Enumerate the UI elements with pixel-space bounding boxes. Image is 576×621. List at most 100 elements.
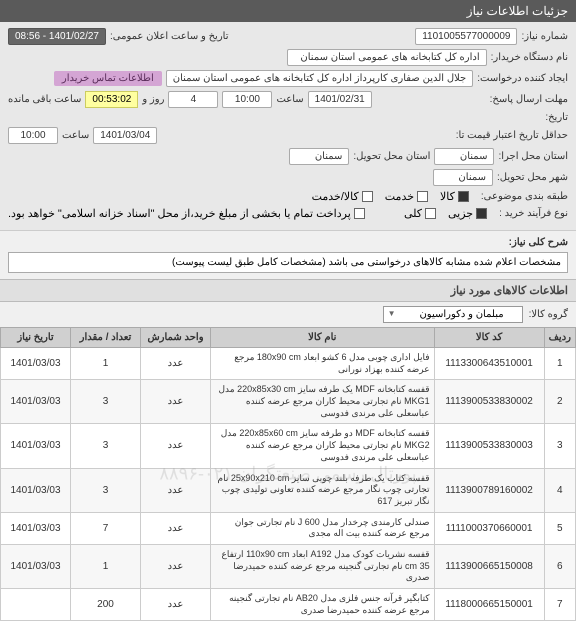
cell-idx: 4	[544, 468, 575, 512]
page-title: جزئیات اطلاعات نیاز	[467, 4, 568, 18]
days-value: 4	[168, 91, 218, 108]
th-date: تاریخ نیاز	[1, 328, 71, 348]
cell-date: 1401/03/03	[1, 468, 71, 512]
checkbox-icon	[354, 208, 365, 219]
cell-unit: عدد	[141, 380, 211, 424]
cell-unit: عدد	[141, 348, 211, 380]
days-label: روز و	[142, 94, 164, 105]
cell-name: کتابگیر قرآنه جنس فلزی مدل AB20 نام تجار…	[211, 589, 435, 621]
th-unit: واحد شمارش	[141, 328, 211, 348]
buyer-org-label: نام دستگاه خریدار:	[491, 52, 568, 63]
time-label-2: ساعت	[62, 130, 89, 141]
desc-text: مشخصات اعلام شده مشابه کالاهای درخواستی …	[8, 252, 568, 273]
form-section: شماره نیاز: 1101005577000009 تاریخ و ساع…	[0, 22, 576, 231]
table-row[interactable]: 61113900665150008قفسه نشریات کودک مدل A1…	[1, 544, 576, 588]
cell-date: 1401/03/03	[1, 424, 71, 468]
cell-code: 1113900665150008	[434, 544, 544, 588]
buy-type-label: نوع فرآیند خرید :	[499, 208, 568, 219]
buy-partial-option[interactable]: جزیی	[448, 207, 487, 220]
checkbox-icon	[476, 208, 487, 219]
table-row[interactable]: 41113900789160002قفسه کتاب یک طرفه بلند …	[1, 468, 576, 512]
buy-total-option[interactable]: کلی	[404, 207, 436, 220]
reply-deadline-label: مهلت ارسال پاسخ:	[490, 94, 568, 105]
cell-code: 1113900533830002	[434, 380, 544, 424]
cat-service-label: خدمت	[385, 190, 414, 203]
deliver-province-label: استان محل تحویل:	[353, 151, 430, 162]
cell-unit: عدد	[141, 468, 211, 512]
credit-date-value: 1401/03/04	[93, 127, 157, 144]
cell-date: 1401/03/03	[1, 380, 71, 424]
category-label: طبقه بندی موضوعی:	[481, 191, 568, 202]
cell-idx: 6	[544, 544, 575, 588]
buyer-org-value: اداره کل کتابخانه های عمومی استان سمنان	[287, 49, 487, 66]
cell-code: 1113900533830003	[434, 424, 544, 468]
cat-goods-service-option[interactable]: کالا/خدمت	[312, 190, 373, 203]
deliver-province-value: سمنان	[289, 148, 349, 165]
cell-qty: 3	[71, 468, 141, 512]
group-row: گروه کالا: مبلمان و دکوراسیون	[0, 302, 576, 327]
deliver-city-value: سمنان	[433, 169, 493, 186]
reply-time-value: 10:00	[222, 91, 272, 108]
items-table-wrap: پورتال رسمی صنعتگران ۰۲۱-۸۸۹۶ ردیف کد کا…	[0, 327, 576, 621]
announce-label: تاریخ و ساعت اعلان عمومی:	[110, 31, 229, 42]
th-qty: تعداد / مقدار	[71, 328, 141, 348]
requester-label: ایجاد کننده درخواست:	[477, 73, 568, 84]
group-dropdown[interactable]: مبلمان و دکوراسیون	[383, 306, 523, 323]
cell-idx: 1	[544, 348, 575, 380]
cell-qty: 1	[71, 348, 141, 380]
credit-label: حداقل تاریخ اعتبار قیمت تا:	[456, 130, 568, 141]
checkbox-icon	[417, 191, 428, 202]
table-row[interactable]: 11113300643510001فایل اداری چوبی مدل 6 ک…	[1, 348, 576, 380]
need-no-label: شماره نیاز:	[521, 31, 568, 42]
cell-idx: 2	[544, 380, 575, 424]
cell-unit: عدد	[141, 544, 211, 588]
buy-partial-label: جزیی	[448, 207, 473, 220]
cell-date	[1, 589, 71, 621]
cell-name: قفسه نشریات کودک مدل A192 ابعاد 110x90 c…	[211, 544, 435, 588]
checkbox-icon	[425, 208, 436, 219]
items-table: ردیف کد کالا نام کالا واحد شمارش تعداد /…	[0, 327, 576, 621]
cell-idx: 7	[544, 589, 575, 621]
th-code: کد کالا	[434, 328, 544, 348]
cat-goods-option[interactable]: کالا	[440, 190, 469, 203]
th-idx: ردیف	[544, 328, 575, 348]
buyer-contact-link[interactable]: اطلاعات تماس خریدار	[54, 71, 162, 86]
desc-label: شرح کلی نیاز:	[509, 237, 568, 248]
group-label: گروه کالا:	[529, 309, 568, 320]
cell-qty: 200	[71, 589, 141, 621]
cell-unit: عدد	[141, 512, 211, 544]
th-name: نام کالا	[211, 328, 435, 348]
reply-date-value: 1401/02/31	[308, 91, 372, 108]
requester-value: جلال الدین صفاری کارپرداز اداره کل کتابخ…	[166, 70, 473, 87]
attach-label: تاریخ:	[545, 112, 568, 123]
exec-province-value: سمنان	[434, 148, 494, 165]
remain-label: ساعت باقی مانده	[8, 94, 81, 105]
cell-qty: 3	[71, 424, 141, 468]
exec-province-label: استان محل اجرا:	[498, 151, 568, 162]
cell-code: 1113300643510001	[434, 348, 544, 380]
checkbox-icon	[458, 191, 469, 202]
table-row[interactable]: 71118000665150001کتابگیر قرآنه جنس فلزی …	[1, 589, 576, 621]
table-row[interactable]: 51111000370660001صندلی کارمندی چرخدار مد…	[1, 512, 576, 544]
countdown-timer: 00:53:02	[85, 91, 138, 108]
cell-code: 1113900789160002	[434, 468, 544, 512]
cell-name: قفسه کتابخانه MDF یک طرفه سایز 220x85x30…	[211, 380, 435, 424]
cell-idx: 5	[544, 512, 575, 544]
deliver-city-label: شهر محل تحویل:	[497, 172, 568, 183]
cat-goods-service-label: کالا/خدمت	[312, 190, 359, 203]
cell-name: قفسه کتاب یک طرفه بلند چوبی سایز 25x90x2…	[211, 468, 435, 512]
items-section-title: اطلاعات کالاهای مورد نیاز	[0, 279, 576, 302]
table-row[interactable]: 31113900533830003قفسه کتابخانه MDF دو طر…	[1, 424, 576, 468]
credit-time-value: 10:00	[8, 127, 58, 144]
checkbox-icon	[362, 191, 373, 202]
announce-date-value: 1401/02/27 - 08:56	[8, 28, 106, 45]
cell-qty: 3	[71, 380, 141, 424]
cell-idx: 3	[544, 424, 575, 468]
cell-date: 1401/03/03	[1, 512, 71, 544]
cat-service-option[interactable]: خدمت	[385, 190, 428, 203]
time-label-1: ساعت	[276, 94, 303, 105]
cell-code: 1118000665150001	[434, 589, 544, 621]
table-row[interactable]: 21113900533830002قفسه کتابخانه MDF یک طر…	[1, 380, 576, 424]
cell-unit: عدد	[141, 589, 211, 621]
cell-date: 1401/03/03	[1, 544, 71, 588]
